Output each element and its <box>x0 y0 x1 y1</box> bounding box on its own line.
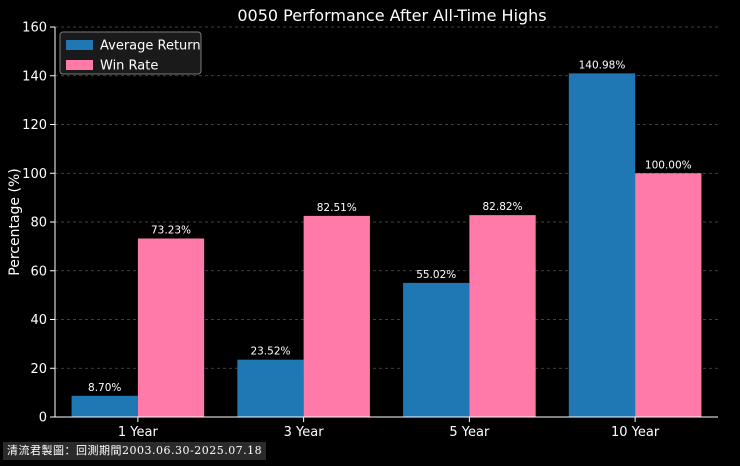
data-label: 73.23% <box>151 225 191 237</box>
data-label: 23.52% <box>250 346 290 358</box>
data-label: 8.70% <box>88 382 121 394</box>
x-tick-label: 5 Year <box>449 425 490 440</box>
legend: Average Return Win Rate <box>59 31 202 75</box>
y-tick-label: 140 <box>22 69 47 84</box>
bars: 8.70% 73.23% 23.52% 82.51% 55.02% 82.82% 140.9… <box>71 59 702 417</box>
bar-win-rate <box>469 215 536 417</box>
y-tick-label: 160 <box>22 21 47 36</box>
y-tick-label: 60 <box>30 264 47 279</box>
chart-title: 0050 Performance After All-Time Highs <box>237 6 546 25</box>
legend-swatch <box>66 40 93 50</box>
bar-average-return <box>237 359 304 417</box>
y-tick-label: 120 <box>22 118 47 133</box>
legend-swatch <box>66 60 93 70</box>
data-label: 100.00% <box>645 159 692 171</box>
y-axis-label: Percentage (%) <box>7 168 23 275</box>
axes: 0 20 40 60 80 100 120 140 160 1 Year 3 Year 5 Year 1… <box>22 21 718 440</box>
bar-win-rate <box>137 238 205 417</box>
bar-average-return <box>403 282 470 417</box>
data-label: 140.98% <box>579 59 626 71</box>
y-tick-label: 0 <box>39 411 47 426</box>
y-tick-label: 100 <box>22 167 47 182</box>
bar-win-rate <box>303 215 370 417</box>
y-tick-label: 20 <box>30 362 47 377</box>
x-tick-label: 3 Year <box>284 425 325 440</box>
y-tick-label: 40 <box>30 313 47 328</box>
legend-label: Average Return <box>100 39 201 54</box>
footer-note: 清流君製圖：回測期間2003.06.30-2025.07.18 <box>3 442 267 460</box>
data-label: 82.82% <box>483 201 523 213</box>
data-label: 55.02% <box>416 269 456 281</box>
bar-average-return <box>568 73 636 417</box>
bar-average-return <box>71 395 138 417</box>
x-tick-label: 1 Year <box>118 425 159 440</box>
data-label: 82.51% <box>317 202 357 214</box>
x-tick-label: 10 Year <box>611 425 660 440</box>
legend-box <box>59 31 202 75</box>
y-tick-label: 80 <box>30 216 47 231</box>
bar-win-rate <box>635 173 702 417</box>
legend-label: Win Rate <box>100 59 158 74</box>
